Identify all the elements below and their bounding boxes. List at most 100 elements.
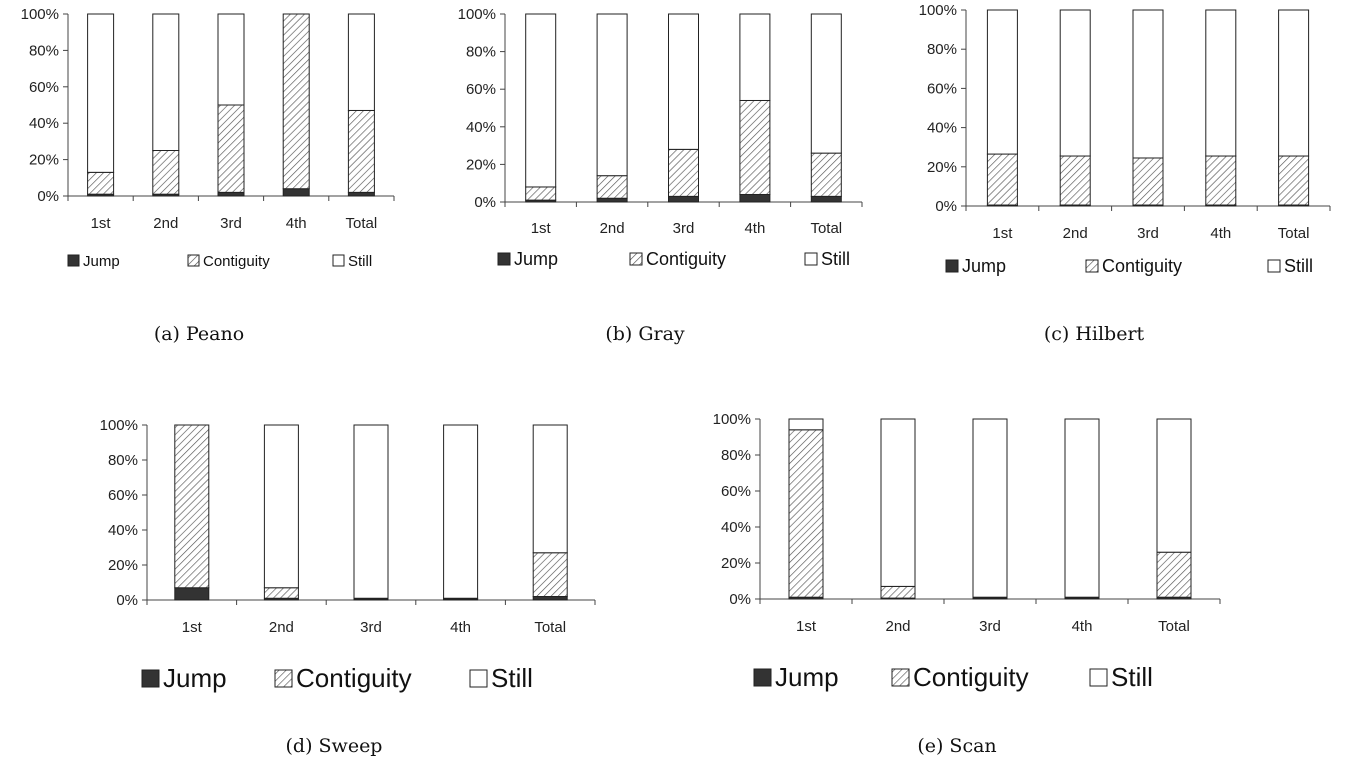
chart-peano-svg: 0% 20% 40% 60% 80% 100% 1st 2nd 3rd 4th Total Jump C… bbox=[21, 6, 395, 270]
y-tick-label: 80% bbox=[108, 452, 138, 469]
bar-segment-contiguity bbox=[596, 175, 628, 199]
caption-sweep: (d) Sweep bbox=[285, 735, 383, 757]
y-tick-label: 20% bbox=[29, 152, 59, 169]
y-tick-label: 40% bbox=[927, 120, 957, 137]
y-tick-label: 80% bbox=[927, 41, 957, 58]
legend-contiguity-swatch bbox=[629, 252, 643, 266]
legend-contiguity-swatch bbox=[1085, 259, 1099, 273]
y-tick-label: 60% bbox=[927, 80, 957, 97]
x-category-label: Total bbox=[346, 215, 378, 232]
y-tick-label: 20% bbox=[721, 555, 751, 572]
bar-segment-still bbox=[443, 424, 479, 599]
legend-jump-label: Jump bbox=[163, 663, 227, 693]
legend-contiguity-label: Contiguity bbox=[203, 253, 270, 270]
bar-segment-still bbox=[668, 13, 699, 150]
legend-still-label: Still bbox=[1111, 662, 1153, 692]
y-tick-label: 40% bbox=[108, 522, 138, 539]
bar-segment-still bbox=[87, 13, 115, 173]
legend-contiguity-label: Contiguity bbox=[646, 249, 726, 269]
bar-segment-still bbox=[1132, 9, 1164, 159]
caption-gray: (b) Gray bbox=[605, 323, 685, 345]
bar-segment-contiguity bbox=[880, 585, 916, 599]
bar-segment-still bbox=[217, 13, 245, 106]
bar-segment-still bbox=[525, 13, 557, 188]
y-tick-label: 80% bbox=[466, 44, 496, 61]
legend-jump-swatch bbox=[753, 668, 772, 687]
y-tick-label: 100% bbox=[713, 411, 751, 428]
bar-segment-still bbox=[788, 418, 824, 431]
bar-segment-contiguity bbox=[739, 99, 771, 195]
chart-hilbert-svg: 0% 20% 40% 60% 80% 100% 1st 2nd 3rd 4th Total Jump C… bbox=[919, 2, 1331, 276]
x-category-label: 4th bbox=[1210, 225, 1231, 242]
x-category-label: 3rd bbox=[673, 220, 695, 237]
bar-segment-contiguity bbox=[525, 186, 557, 201]
caption-hilbert: (c) Hilbert bbox=[1043, 323, 1145, 345]
bar-segment-still bbox=[1059, 9, 1091, 157]
x-category-label: 2nd bbox=[1063, 225, 1088, 242]
bar-segment-jump bbox=[217, 191, 245, 197]
bar-segment-jump bbox=[739, 193, 771, 203]
x-category-label: 1st bbox=[531, 220, 552, 237]
legend-still-swatch bbox=[469, 669, 488, 688]
chart-scan: 0% 20% 40% 60% 80% 100% 1st 2nd 3rd 4th Total Jump C… bbox=[690, 400, 1250, 705]
y-tick-label: 60% bbox=[721, 483, 751, 500]
x-category-label: 2nd bbox=[269, 619, 294, 636]
x-category-label: 1st bbox=[182, 619, 203, 636]
bar-segment-contiguity bbox=[1132, 157, 1164, 206]
y-tick-label: 60% bbox=[29, 79, 59, 96]
bar-segment-contiguity bbox=[668, 148, 699, 197]
x-category-label: 1st bbox=[91, 215, 112, 232]
x-category-label: 4th bbox=[1072, 618, 1093, 635]
x-category-label: Total bbox=[810, 220, 842, 237]
bar-segment-still bbox=[532, 424, 568, 554]
y-tick-label: 20% bbox=[927, 159, 957, 176]
y-tick-label: 20% bbox=[466, 156, 496, 173]
caption-peano: (a) Peano bbox=[153, 323, 245, 345]
bar-segment-still bbox=[986, 9, 1018, 155]
y-tick-label: 100% bbox=[919, 2, 957, 19]
x-category-label: Total bbox=[1158, 618, 1190, 635]
y-tick-label: 0% bbox=[729, 591, 751, 608]
legend-jump-label: Jump bbox=[775, 662, 839, 692]
legend-still-label: Still bbox=[1284, 256, 1313, 276]
legend-jump-swatch bbox=[67, 254, 80, 267]
bar-segment-contiguity bbox=[217, 104, 245, 193]
bar-segment-contiguity bbox=[1205, 155, 1237, 206]
legend-contiguity-label: Contiguity bbox=[913, 662, 1029, 692]
x-category-label: Total bbox=[1278, 225, 1310, 242]
legend-contiguity-label: Contiguity bbox=[1102, 256, 1182, 276]
y-tick-label: 100% bbox=[21, 6, 59, 23]
y-tick-label: 40% bbox=[721, 519, 751, 536]
y-tick-label: 20% bbox=[108, 557, 138, 574]
legend-jump-label: Jump bbox=[962, 256, 1006, 276]
bar-segment-jump bbox=[668, 195, 699, 203]
y-tick-label: 0% bbox=[116, 592, 138, 609]
x-category-label: Total bbox=[534, 619, 566, 636]
y-tick-label: 100% bbox=[100, 417, 138, 434]
x-category-label: 2nd bbox=[885, 618, 910, 635]
x-category-label: 3rd bbox=[979, 618, 1001, 635]
bar-segment-still bbox=[1278, 9, 1310, 157]
bar-segment-jump bbox=[596, 197, 628, 203]
bar-segment-still bbox=[353, 424, 389, 599]
legend-contiguity-swatch bbox=[187, 254, 200, 267]
bar-segment-jump bbox=[282, 188, 310, 197]
bar-segment-contiguity bbox=[1156, 551, 1192, 598]
chart-sweep-svg: 0% 20% 40% 60% 80% 100% 1st 2nd 3rd 4th Total Jump C… bbox=[100, 417, 596, 693]
legend-still-swatch bbox=[804, 252, 818, 266]
bar-segment-contiguity bbox=[87, 171, 115, 195]
y-tick-label: 40% bbox=[29, 115, 59, 132]
y-tick-label: 40% bbox=[466, 119, 496, 136]
bar-segment-contiguity bbox=[532, 552, 568, 597]
chart-hilbert: 0% 20% 40% 60% 80% 100% 1st 2nd 3rd 4th Total Jump C… bbox=[880, 0, 1340, 300]
x-category-label: 4th bbox=[744, 220, 765, 237]
bar-segment-contiguity bbox=[1278, 155, 1310, 206]
x-category-label: 2nd bbox=[153, 215, 178, 232]
y-tick-label: 80% bbox=[721, 447, 751, 464]
bar-segment-jump bbox=[174, 587, 210, 601]
x-category-label: 1st bbox=[796, 618, 817, 635]
bar-segment-contiguity bbox=[810, 152, 842, 197]
x-category-label: 4th bbox=[450, 619, 471, 636]
legend-jump-swatch bbox=[141, 669, 160, 688]
x-category-label: 3rd bbox=[220, 215, 242, 232]
